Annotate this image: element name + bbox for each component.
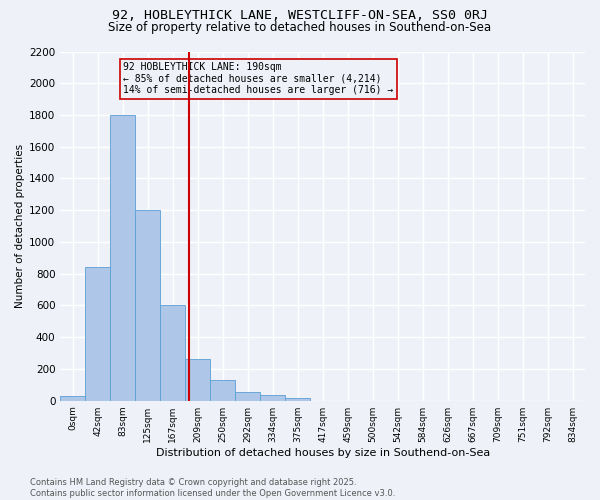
- Text: 92, HOBLEYTHICK LANE, WESTCLIFF-ON-SEA, SS0 0RJ: 92, HOBLEYTHICK LANE, WESTCLIFF-ON-SEA, …: [112, 9, 488, 22]
- Bar: [60, 396, 85, 400]
- Text: 92 HOBLEYTHICK LANE: 190sqm
← 85% of detached houses are smaller (4,214)
14% of : 92 HOBLEYTHICK LANE: 190sqm ← 85% of det…: [123, 62, 394, 95]
- Y-axis label: Number of detached properties: Number of detached properties: [15, 144, 25, 308]
- Text: Size of property relative to detached houses in Southend-on-Sea: Size of property relative to detached ho…: [109, 21, 491, 34]
- Bar: [285, 398, 310, 400]
- Bar: [110, 115, 135, 401]
- Bar: [160, 306, 185, 400]
- Bar: [135, 210, 160, 400]
- Bar: [235, 392, 260, 400]
- Bar: [85, 268, 110, 400]
- Bar: [260, 395, 285, 400]
- Text: Contains HM Land Registry data © Crown copyright and database right 2025.
Contai: Contains HM Land Registry data © Crown c…: [30, 478, 395, 498]
- Bar: [210, 380, 235, 400]
- X-axis label: Distribution of detached houses by size in Southend-on-Sea: Distribution of detached houses by size …: [155, 448, 490, 458]
- Bar: [185, 360, 210, 401]
